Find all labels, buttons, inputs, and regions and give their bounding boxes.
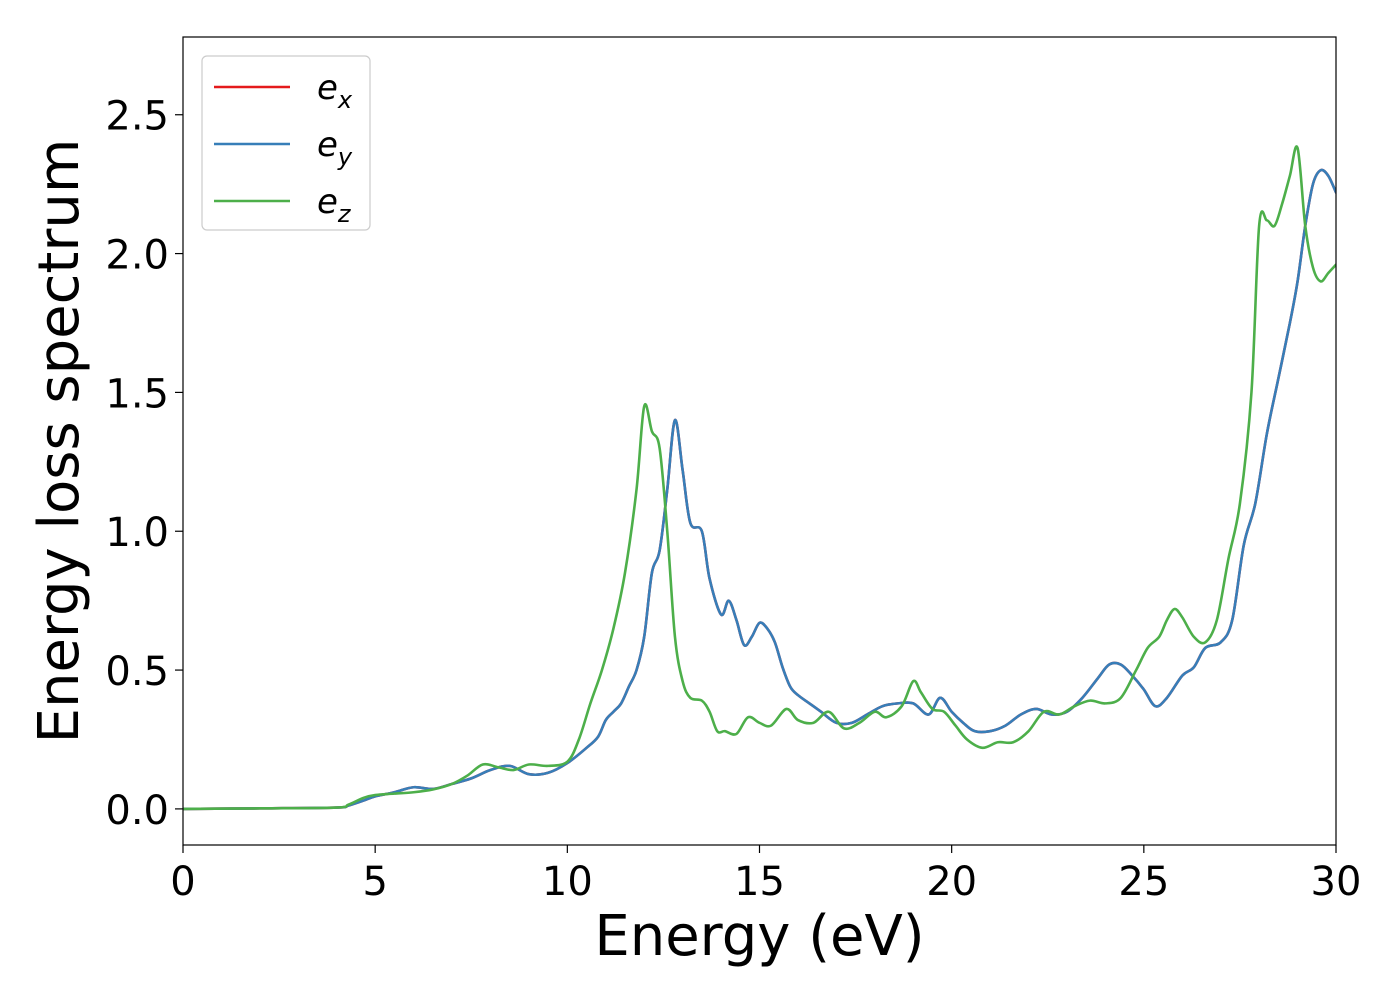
x-tick-label: 10 xyxy=(542,859,593,905)
x-axis-label: Energy (eV) xyxy=(594,904,924,969)
x-tick-label: 0 xyxy=(170,859,195,905)
legend-label-base: e xyxy=(317,182,338,222)
legend-label-base: e xyxy=(317,68,338,108)
y-tick-label: 2.5 xyxy=(105,94,169,140)
series-line-x xyxy=(183,168,1336,811)
series-layer xyxy=(183,145,1336,811)
legend-label-x: ex xyxy=(317,68,353,114)
y-tick-label: 0.5 xyxy=(105,649,169,695)
legend-label-z: ez xyxy=(317,182,352,228)
x-tick-label: 25 xyxy=(1118,859,1169,905)
x-tick-label: 30 xyxy=(1311,859,1362,905)
y-tick-label: 2.0 xyxy=(105,233,169,279)
legend-label-y: ey xyxy=(317,125,353,171)
y-axis-label: Energy loss spectrum xyxy=(27,139,92,744)
series-line-z xyxy=(183,145,1336,811)
x-tick-label: 15 xyxy=(734,859,785,905)
series-line-y xyxy=(183,168,1336,811)
legend-label-subscript: x xyxy=(337,86,353,114)
legend-label-subscript: z xyxy=(337,200,352,228)
x-tick-label: 20 xyxy=(926,859,977,905)
legend-label-base: e xyxy=(317,125,338,165)
y-tick-label: 0.0 xyxy=(105,788,169,834)
legend-label-subscript: y xyxy=(337,143,353,171)
x-tick-label: 5 xyxy=(362,859,387,905)
y-axis: 0.0 0.5 1.0 1.5 2.0 2.5 xyxy=(105,94,183,834)
x-axis: 0 5 10 15 20 25 30 xyxy=(170,845,1361,905)
y-tick-label: 1.5 xyxy=(105,371,169,417)
y-tick-label: 1.0 xyxy=(105,510,169,556)
